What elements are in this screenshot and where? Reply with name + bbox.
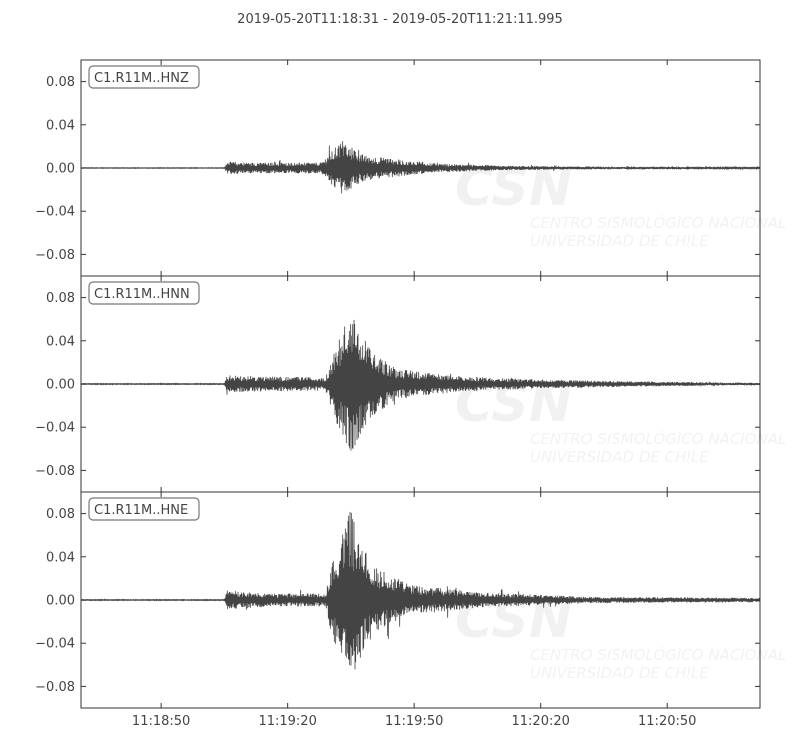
x-tick-label: 11:19:20 xyxy=(258,714,316,729)
watermark-line1: CENTRO SISMOLÓGICO NACIONAL xyxy=(530,429,786,448)
y-tick-label: 0.00 xyxy=(46,378,75,393)
y-tick-label: 0.00 xyxy=(46,594,75,609)
trace-label: C1.R11M..HNE xyxy=(94,503,188,518)
y-tick-label: 0.04 xyxy=(46,550,75,565)
watermark-line1: CENTRO SISMOLÓGICO NACIONAL xyxy=(530,213,786,232)
trace-label: C1.R11M..HNZ xyxy=(94,71,189,86)
y-tick-label: 0.08 xyxy=(46,507,75,522)
x-tick-label: 11:19:50 xyxy=(385,714,443,729)
trace-label-box xyxy=(88,281,200,305)
y-tick-label: 0.00 xyxy=(46,162,75,177)
trace-label: C1.R11M..HNN xyxy=(94,287,190,302)
y-tick-label: −0.04 xyxy=(35,421,75,436)
y-tick-label: −0.08 xyxy=(35,464,75,479)
y-tick-label: −0.08 xyxy=(35,680,75,695)
y-tick-label: 0.04 xyxy=(46,334,75,349)
y-tick-label: 0.08 xyxy=(46,291,75,306)
y-tick-label: −0.04 xyxy=(35,637,75,652)
chart-title: 2019-05-20T11:18:31 - 2019-05-20T11:21:1… xyxy=(237,12,563,27)
watermark-line2: UNIVERSIDAD DE CHILE xyxy=(530,232,709,250)
waveform-C1.R11M..HNZ xyxy=(80,141,761,194)
x-tick-label: 11:20:20 xyxy=(512,714,570,729)
trace-label-box xyxy=(88,65,200,89)
waveform-C1.R11M..HNN xyxy=(80,319,761,451)
x-tick-label: 11:18:50 xyxy=(132,714,190,729)
x-tick-label: 11:20:50 xyxy=(638,714,696,729)
watermark-line2: UNIVERSIDAD DE CHILE xyxy=(530,448,709,466)
y-tick-label: 0.08 xyxy=(46,75,75,90)
watermark-line2: UNIVERSIDAD DE CHILE xyxy=(530,664,709,682)
y-tick-label: −0.04 xyxy=(35,205,75,220)
waveform-C1.R11M..HNE xyxy=(80,511,761,670)
watermark-line1: CENTRO SISMOLÓGICO NACIONAL xyxy=(530,645,786,664)
y-tick-label: −0.08 xyxy=(35,248,75,263)
y-tick-label: 0.04 xyxy=(46,118,75,133)
trace-label-box xyxy=(88,497,200,521)
